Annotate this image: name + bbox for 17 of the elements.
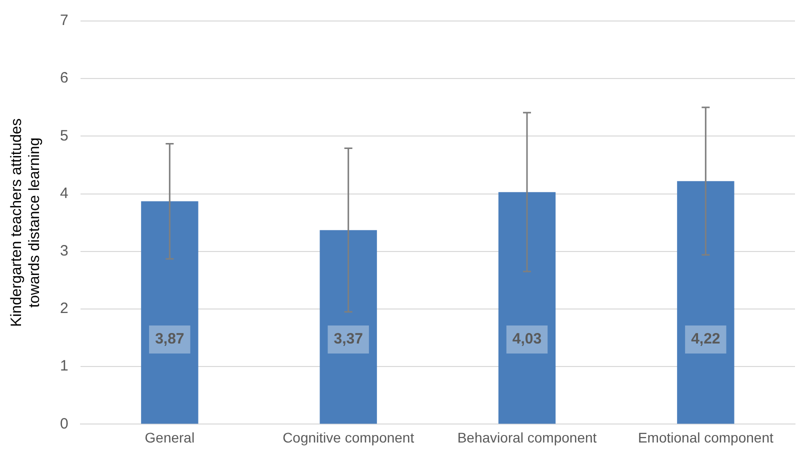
y-tick-label: 5	[60, 127, 68, 144]
y-tick-label: 7	[60, 12, 68, 30]
y-tick-label: 0	[60, 415, 68, 432]
data-label: 3,87	[155, 330, 184, 348]
y-tick-label: 4	[60, 184, 68, 202]
x-tick-label: Cognitive component	[282, 429, 414, 446]
data-label: 3,37	[334, 330, 363, 348]
x-tick-label: Behavioral component	[457, 429, 597, 446]
y-tick-label: 2	[60, 300, 68, 318]
x-tick-label: Emotional component	[638, 429, 774, 446]
y-axis-title: Kindergarten teachers attitudes towards distance learning	[8, 118, 44, 327]
x-tick-label: General	[144, 429, 195, 446]
y-tick-label: 6	[60, 70, 68, 87]
y-tick-label: 1	[60, 358, 68, 375]
data-label: 4,22	[691, 330, 720, 348]
y-tick-label: 3	[60, 242, 68, 260]
data-label: 4,03	[512, 330, 542, 348]
